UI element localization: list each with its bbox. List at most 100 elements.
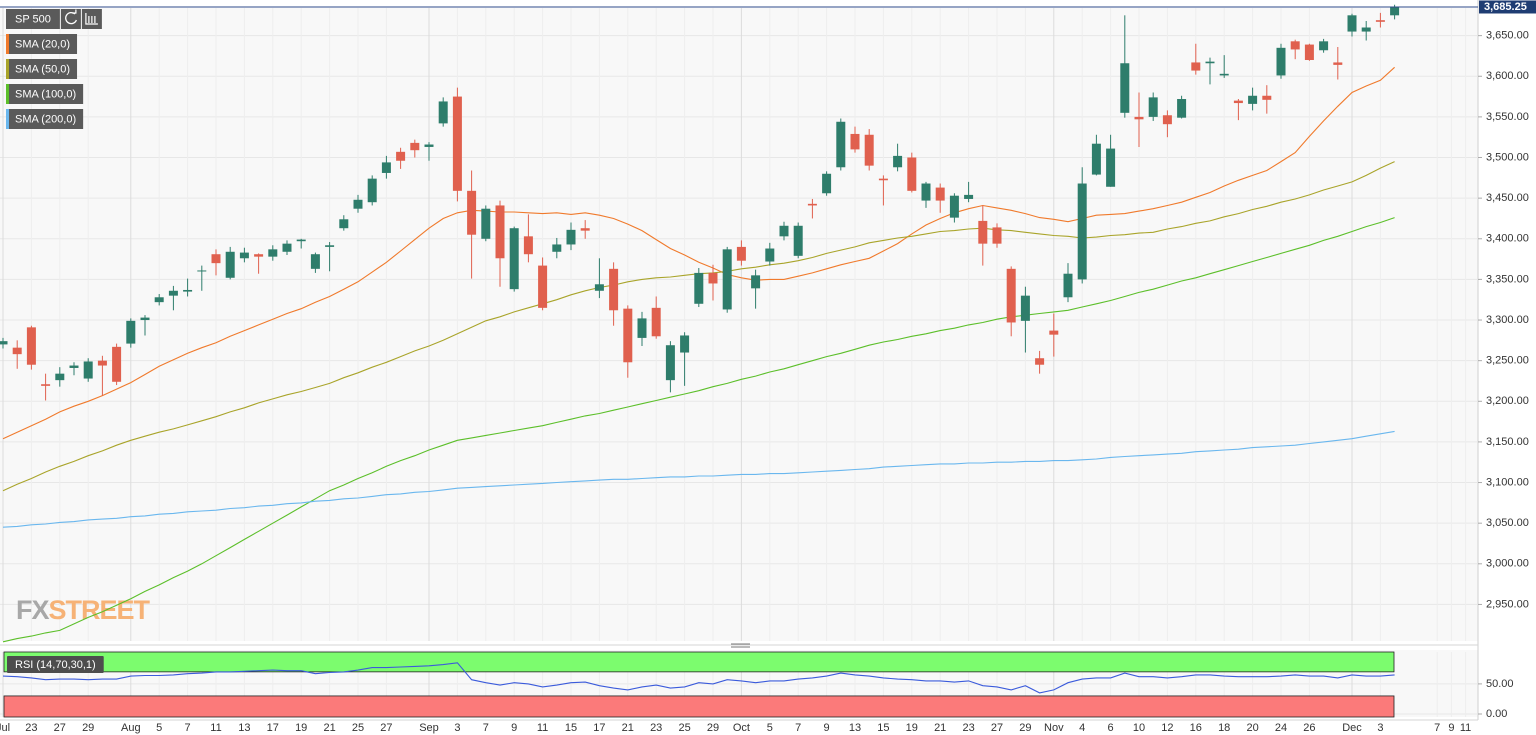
x-tick-label: 7 [185, 722, 191, 734]
overbought-zone [3, 651, 1395, 673]
y-tick-label: 3,150.00 [1486, 436, 1529, 448]
symbol-label[interactable]: SP 500 [15, 13, 51, 25]
x-tick-label: 15 [877, 722, 889, 734]
candle-body [935, 187, 945, 201]
candle-body [126, 320, 136, 344]
x-tick-label: 18 [1218, 722, 1230, 734]
candle-body [822, 173, 832, 194]
x-tick-label: 20 [1246, 722, 1258, 734]
x-tick-label: 5 [156, 722, 162, 734]
rsi-layer: RSI (14,70,30,1) [2, 651, 1395, 718]
x-tick-label: 9 [511, 722, 517, 734]
candle-body [197, 270, 207, 272]
candle-body [1375, 20, 1385, 22]
legend-box[interactable] [6, 34, 78, 54]
x-tick-label: 27 [991, 722, 1003, 734]
candle-body [1162, 115, 1172, 125]
candle-body [438, 101, 448, 124]
candle-body [268, 249, 278, 257]
y-tick-label: 3,100.00 [1486, 476, 1529, 488]
candle-body [736, 246, 746, 261]
last-price-label: 3,685.25 [1484, 1, 1527, 13]
sma-line [2, 66, 1395, 440]
symbol-box[interactable] [6, 9, 60, 29]
x-tick-label: 27 [54, 722, 66, 734]
x-tick-label: 21 [323, 722, 335, 734]
legend-label[interactable]: SMA (200,0) [15, 113, 76, 125]
y-tick-label: 3,550.00 [1486, 111, 1529, 123]
legend-swatch[interactable] [6, 109, 9, 129]
candle-body [1233, 100, 1243, 104]
legend-label[interactable]: SMA (50,0) [15, 63, 70, 75]
candle-body [1020, 295, 1030, 321]
candle-body [296, 239, 306, 242]
candle-body [325, 245, 335, 247]
candle-body [183, 289, 193, 292]
candle-body [211, 254, 221, 264]
oversold-zone [3, 695, 1395, 718]
candle-body [1361, 27, 1371, 32]
legend-box[interactable] [6, 84, 84, 104]
candle-body [1063, 273, 1073, 298]
legend-box[interactable] [6, 59, 78, 79]
rsi-label[interactable]: RSI (14,70,30,1) [15, 659, 96, 671]
candle-body [708, 272, 718, 284]
pane-resize-handle[interactable] [731, 643, 750, 648]
legend-swatch[interactable] [6, 84, 9, 104]
candle-body [12, 347, 22, 355]
candle-body [353, 199, 363, 209]
x-tick-label: 17 [593, 722, 605, 734]
watermark-street: STREET [49, 595, 151, 625]
candle-body [893, 155, 903, 168]
candle-body [367, 178, 377, 203]
candle-body [1177, 99, 1187, 118]
candle-layer [0, 4, 1400, 401]
last-price-box [1479, 0, 1536, 14]
x-tick-label: Nov [1044, 722, 1064, 734]
legend-label[interactable]: SMA (100,0) [15, 88, 76, 100]
candle-body [26, 327, 36, 365]
y-tick-label: 3,050.00 [1486, 517, 1529, 529]
legend-box[interactable] [6, 109, 84, 129]
candle-body [722, 249, 732, 310]
y-tick-label: 3,600.00 [1486, 70, 1529, 82]
candle-body [907, 157, 917, 191]
x-tick-label: 5 [767, 722, 773, 734]
candle-body [83, 361, 93, 379]
x-tick-label: 7 [1434, 722, 1440, 734]
candle-body [225, 251, 235, 278]
candle-body [1049, 330, 1059, 335]
candle-body [55, 373, 65, 381]
rsi-label-box[interactable] [7, 656, 104, 673]
x-tick-label: 10 [1133, 722, 1145, 734]
x-tick-label: 24 [1275, 722, 1287, 734]
candle-body [282, 243, 292, 252]
candle-body [254, 254, 264, 257]
sma-line [2, 217, 1395, 643]
candle-body [1006, 268, 1016, 323]
x-tick-label: 9 [1448, 722, 1454, 734]
x-tick-label: 23 [650, 722, 662, 734]
refresh-button[interactable] [60, 9, 81, 29]
candle-body [651, 307, 661, 337]
y-tick-label: 50.00 [1486, 678, 1514, 690]
x-tick-label: 19 [295, 722, 307, 734]
candle-body [623, 308, 633, 363]
x-tick-label: Aug [121, 722, 141, 734]
candle-body [396, 151, 406, 161]
y-tick-label: 3,650.00 [1486, 30, 1529, 42]
y-tick-label: 3,500.00 [1486, 151, 1529, 163]
x-tick-label: 11 [210, 722, 221, 734]
legend-swatch[interactable] [6, 34, 9, 54]
x-tick-label: 29 [1019, 722, 1031, 734]
legend-label[interactable]: SMA (20,0) [15, 38, 70, 50]
x-tick-label: 19 [906, 722, 918, 734]
y-tick-label: 3,350.00 [1486, 273, 1529, 285]
candle-body [665, 345, 675, 381]
watermark-layer: FXSTREET [16, 595, 152, 625]
candle-body [1304, 44, 1314, 61]
candle-body [978, 220, 988, 244]
candle-body [779, 225, 789, 237]
x-tick-label: 25 [678, 722, 690, 734]
legend-swatch[interactable] [6, 59, 9, 79]
